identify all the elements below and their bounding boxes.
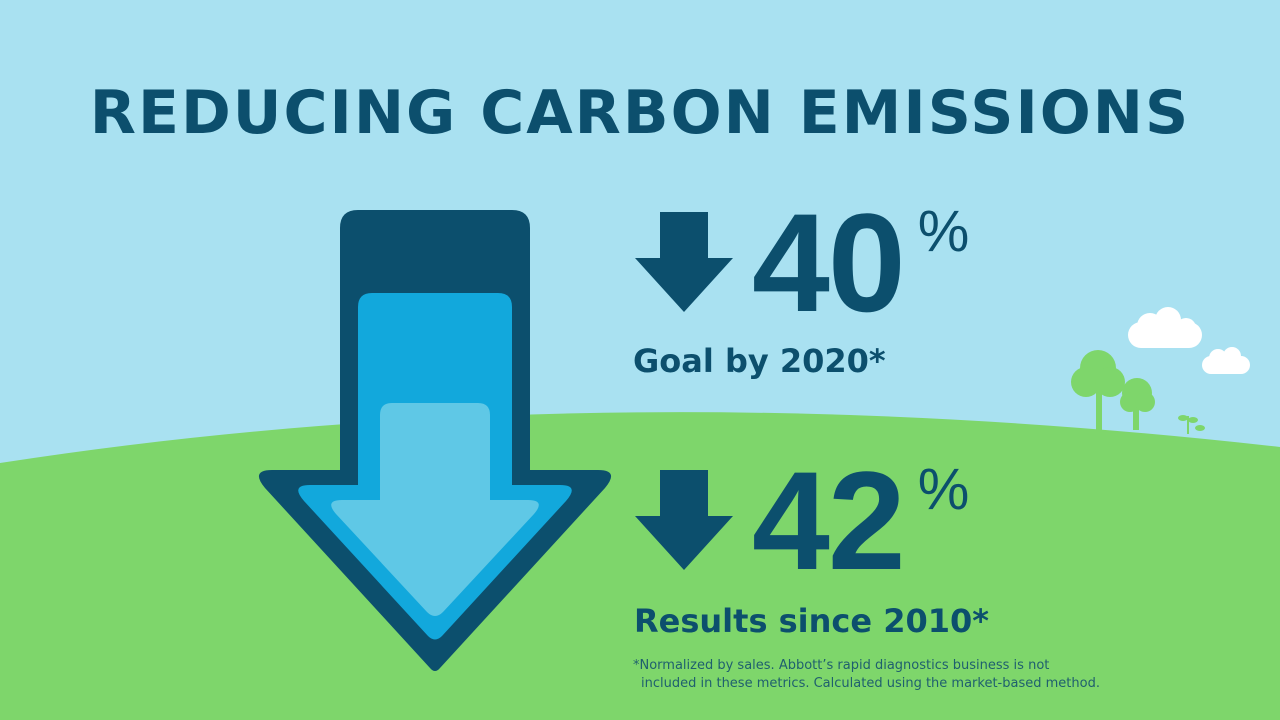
result-stat: 42 %: [752, 442, 969, 599]
result-percent-sign: %: [917, 457, 970, 522]
cloud-icon: [1128, 307, 1202, 348]
result-value: 42: [752, 442, 906, 599]
result-label: Results since 2010*: [634, 602, 990, 640]
goal-percent-sign: %: [917, 199, 970, 264]
goal-value: 40: [752, 184, 906, 341]
cloud-icon: [1202, 347, 1250, 374]
goal-stat: 40 %: [752, 184, 969, 341]
down-arrow-icon: [635, 470, 733, 570]
down-arrow-icon: [635, 212, 733, 312]
footnote: *Normalized by sales. Abbott’s rapid dia…: [633, 657, 1100, 693]
footnote-line: *Normalized by sales. Abbott’s rapid dia…: [633, 658, 1050, 673]
page-title: REDUCING CARBON EMISSIONS: [89, 78, 1191, 148]
footnote-line: included in these metrics. Calculated us…: [641, 676, 1100, 691]
large-down-arrow-icon: [258, 210, 612, 671]
goal-label: Goal by 2020*: [633, 342, 886, 380]
tree-icon: [1071, 350, 1205, 434]
